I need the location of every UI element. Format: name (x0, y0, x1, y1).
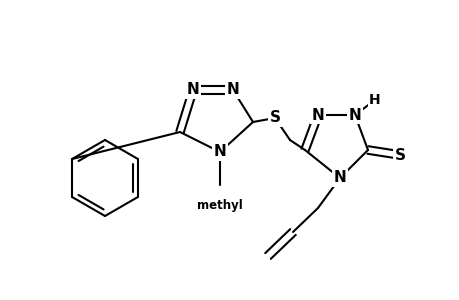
Text: methyl: methyl (197, 199, 242, 212)
Text: N: N (348, 107, 361, 122)
Text: S: S (394, 148, 405, 163)
Text: N: N (213, 145, 226, 160)
Text: N: N (333, 170, 346, 185)
Text: S: S (269, 110, 280, 125)
Text: H: H (369, 93, 380, 107)
Text: N: N (226, 82, 239, 98)
Text: N: N (311, 107, 324, 122)
Text: N: N (186, 82, 199, 98)
